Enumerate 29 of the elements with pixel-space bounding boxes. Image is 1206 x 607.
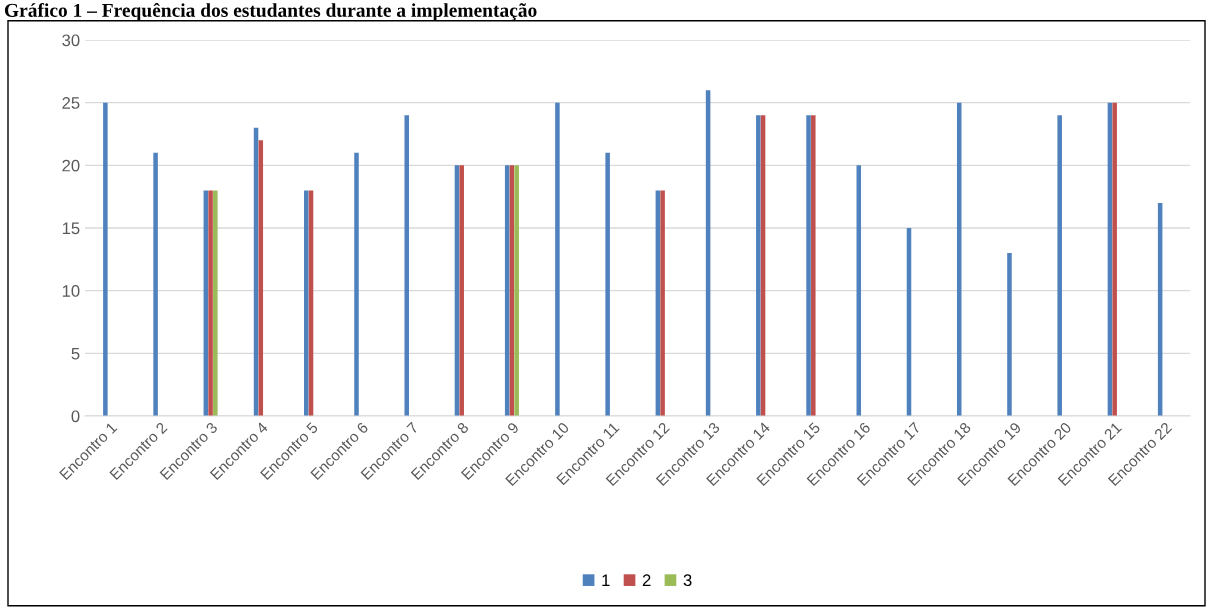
y-tick-label: 5 bbox=[71, 347, 80, 360]
bar bbox=[213, 190, 218, 416]
bar bbox=[103, 102, 108, 416]
bar bbox=[806, 115, 811, 416]
bar bbox=[404, 115, 409, 416]
bar bbox=[811, 115, 816, 416]
legend-label: 2 bbox=[642, 574, 651, 586]
bar bbox=[660, 190, 665, 416]
bar bbox=[555, 102, 560, 416]
bar bbox=[756, 115, 761, 416]
legend-label: 3 bbox=[683, 574, 692, 587]
y-tick-label: 20 bbox=[62, 159, 80, 172]
bar bbox=[304, 190, 309, 416]
bar bbox=[1007, 253, 1012, 416]
bar bbox=[208, 190, 213, 416]
bar bbox=[605, 152, 610, 416]
y-tick-label: 25 bbox=[62, 97, 80, 109]
bar bbox=[1057, 115, 1062, 416]
y-tick-label: 30 bbox=[62, 34, 80, 47]
y-tick-label: 10 bbox=[62, 285, 80, 297]
bar bbox=[514, 165, 519, 416]
bar bbox=[1112, 102, 1117, 416]
bar bbox=[459, 165, 464, 416]
chart-title: Gráfico 1 – Frequência dos estudantes durante a implementação bbox=[4, 3, 537, 21]
y-tick-label: 15 bbox=[62, 222, 80, 235]
bar bbox=[354, 152, 359, 416]
bar bbox=[153, 152, 158, 416]
y-tick-label: 0 bbox=[71, 410, 80, 423]
legend-label: 1 bbox=[602, 574, 610, 586]
